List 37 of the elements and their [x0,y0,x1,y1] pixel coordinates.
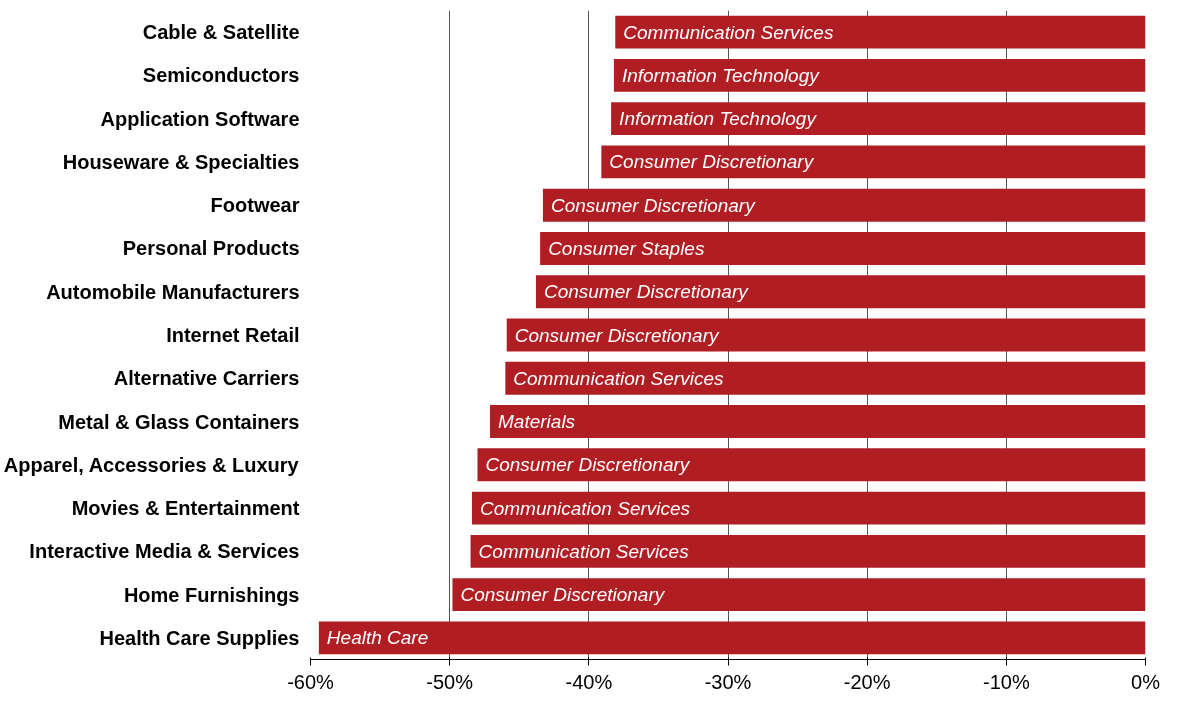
y-tick-label: Semiconductors [142,64,300,87]
annotation: Consumer Staples [548,237,705,259]
y-tick-label: Cable & Satellite [142,21,300,44]
annotation: Communication Services [623,21,834,43]
y-tick-label: Movies & Entertainment [71,497,300,520]
annotation: Communication Services [479,497,691,519]
x-tick-label: -40% [565,670,613,693]
x-tick-label: -50% [426,670,474,693]
y-tick-label: Houseware & Specialties [62,150,300,173]
x-tick-label: -20% [843,670,891,693]
x-tick-label: -10% [982,670,1030,693]
annotation: Consumer Discretionary [460,584,666,606]
x-tick-label: 0% [1131,670,1161,693]
y-tick-label: Interactive Media & Services [29,540,300,563]
y-tick-label: Metal & Glass Containers [58,410,300,433]
y-tick-label: Footwear [210,194,300,217]
y-tick-label: Automobile Manufacturers [46,280,300,303]
y-tick-label: Internet Retail [166,324,300,346]
y-tick-label: Application Software [100,107,300,130]
annotation: Information Technology [619,108,818,130]
y-tick-label: Apparel, Accessories & Luxury [3,453,300,476]
x-tick-label: -30% [704,670,752,693]
annotation: Consumer Discretionary [543,281,750,303]
annotation: Information Technology [621,64,821,86]
annotation: Consumer Discretionary [514,324,721,346]
annotation: Consumer Discretionary [550,194,757,216]
annotation: Consumer Discretionary [609,151,815,173]
x-tick-label: -60% [287,670,335,693]
annotation: Communication Services [478,540,690,562]
y-tick-label: Alternative Carriers [113,367,300,390]
y-tick-label: Home Furnishings [123,583,300,606]
annotation: Health Care [326,627,429,649]
annotation: Materials [498,411,576,433]
annotation: Consumer Discretionary [485,454,691,476]
annotation: Communication Services [513,367,724,389]
y-tick-label: Health Care Supplies [99,626,300,649]
y-tick-label: Personal Products [122,237,300,260]
